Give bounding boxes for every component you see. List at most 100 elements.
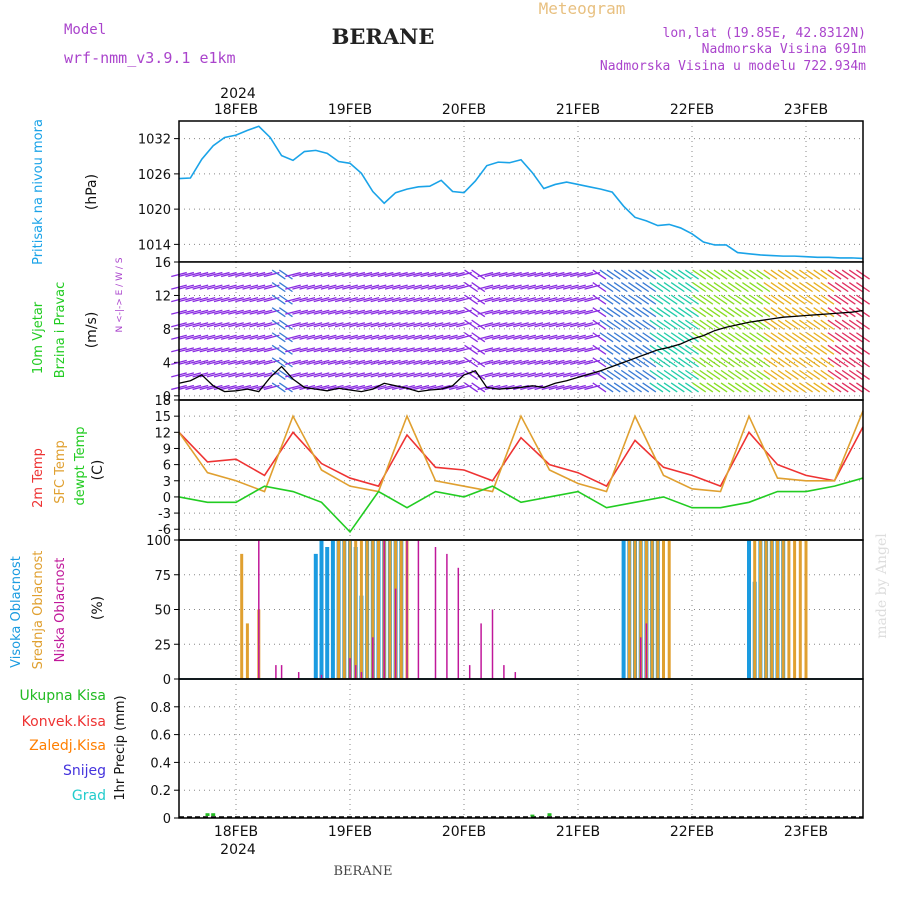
- top-date-axis: 18FEB 19FEB 20FEB 21FEB 22FEB 23FEB: [214, 102, 828, 118]
- wind-compass-legend: N <-|-> E / W / S: [115, 257, 125, 332]
- wind-barb: [235, 384, 252, 391]
- wind-barb: [606, 319, 621, 330]
- wind-barb: [356, 271, 373, 278]
- wind-barb: [448, 347, 465, 353]
- wind-barb: [349, 309, 366, 315]
- wind-barb: [562, 347, 579, 353]
- wind-barb: [677, 269, 692, 280]
- wind-barb: [271, 269, 286, 280]
- wind-barb: [628, 307, 642, 318]
- wind-barb: [441, 284, 458, 290]
- wind-barb: [441, 271, 458, 278]
- y-tick-label: 0.8: [150, 701, 171, 716]
- wind-barb: [213, 384, 230, 391]
- wind-barb: [527, 271, 544, 278]
- wind-barb: [570, 271, 586, 278]
- wind-barb: [484, 271, 501, 278]
- wind-barb: [513, 309, 529, 315]
- wind-barb: [635, 332, 650, 343]
- wind-barb: [391, 334, 408, 340]
- wind-barb: [220, 297, 237, 303]
- wind-barb: [185, 334, 202, 340]
- wind-barb: [770, 319, 785, 330]
- wind-barb: [178, 271, 195, 278]
- y-tick-label: 18: [154, 394, 171, 409]
- wind-barb: [670, 357, 685, 368]
- wind-barb: [791, 319, 806, 330]
- wind-barb: [491, 309, 508, 315]
- wind-barb: [670, 294, 685, 305]
- wind-barb: [228, 284, 244, 290]
- wind-barb: [448, 284, 465, 290]
- wind-barb: [349, 384, 366, 391]
- wind-barb: [577, 284, 594, 290]
- wind-barb: [628, 369, 642, 380]
- wind-barb: [399, 322, 415, 328]
- y-tick-label: 12: [154, 426, 171, 441]
- wind-barb: [635, 382, 650, 393]
- coords-label: lon,lat (19.85E, 42.8312N): [663, 26, 867, 41]
- y-tick-label: 75: [154, 569, 171, 584]
- legend-hail: Grad: [72, 788, 106, 804]
- wind-barb: [399, 284, 415, 290]
- wind-barb: [663, 332, 678, 343]
- wind-barb: [570, 359, 586, 365]
- wind-barb: [370, 284, 387, 290]
- wind-barb: [642, 319, 657, 330]
- series-dewpt-temp: [178, 477, 864, 534]
- wind-barb: [464, 332, 479, 343]
- wind-barb: [313, 297, 330, 303]
- wind-barb: [278, 344, 293, 355]
- wind-barb: [791, 269, 806, 280]
- wind-barb: [841, 357, 856, 368]
- wind-barb: [242, 284, 259, 290]
- wind-barb: [727, 369, 742, 380]
- wind-barb: [784, 294, 799, 305]
- wind-barb: [827, 307, 842, 318]
- wind-barb: [363, 297, 380, 303]
- wind-barb: [649, 269, 664, 280]
- wind-barb: [484, 297, 501, 303]
- wind-barb: [271, 382, 286, 393]
- wind-barb: [756, 319, 771, 330]
- wind-barb: [242, 309, 259, 315]
- wind-barb: [256, 309, 273, 315]
- wind-barb: [692, 344, 707, 355]
- wind-barb: [271, 294, 286, 305]
- wind-barb: [806, 319, 821, 330]
- wind-barb: [178, 309, 195, 315]
- wind-barb: [520, 372, 537, 378]
- wind-barb: [799, 269, 813, 280]
- wind-barb: [278, 332, 293, 343]
- wind-barb: [199, 309, 216, 315]
- wind-barb: [178, 359, 195, 365]
- wind-barb: [834, 369, 849, 380]
- wind-barb: [699, 344, 714, 355]
- wind-barb: [742, 269, 756, 280]
- wind-barb: [642, 269, 657, 280]
- wind-barb: [577, 334, 594, 340]
- wind-barb: [635, 269, 650, 280]
- wind-barb: [406, 372, 423, 378]
- bottom-year-label: 2024: [220, 842, 256, 858]
- wind-barb: [548, 271, 565, 278]
- wind-barb: [577, 359, 594, 365]
- wind-barb: [677, 294, 692, 305]
- wind-barb: [406, 309, 423, 315]
- wind-barb: [713, 332, 728, 343]
- wind-barb: [342, 359, 358, 365]
- wind-barb: [192, 334, 209, 340]
- wind-title-line1: 10m Vjetar: [31, 301, 46, 374]
- wind-barb: [727, 307, 742, 318]
- wind-barb: [834, 294, 849, 305]
- wind-barb: [734, 357, 749, 368]
- wind-barb: [720, 382, 735, 393]
- wind-barb: [441, 347, 458, 353]
- wind-barb: [420, 309, 437, 315]
- wind-barb: [213, 309, 230, 315]
- wind-barb: [399, 347, 415, 353]
- wind-barb: [471, 282, 486, 293]
- credit-label: made by Angel: [874, 533, 890, 639]
- top-date-label: 21FEB: [556, 102, 600, 118]
- wind-barb: [620, 307, 635, 318]
